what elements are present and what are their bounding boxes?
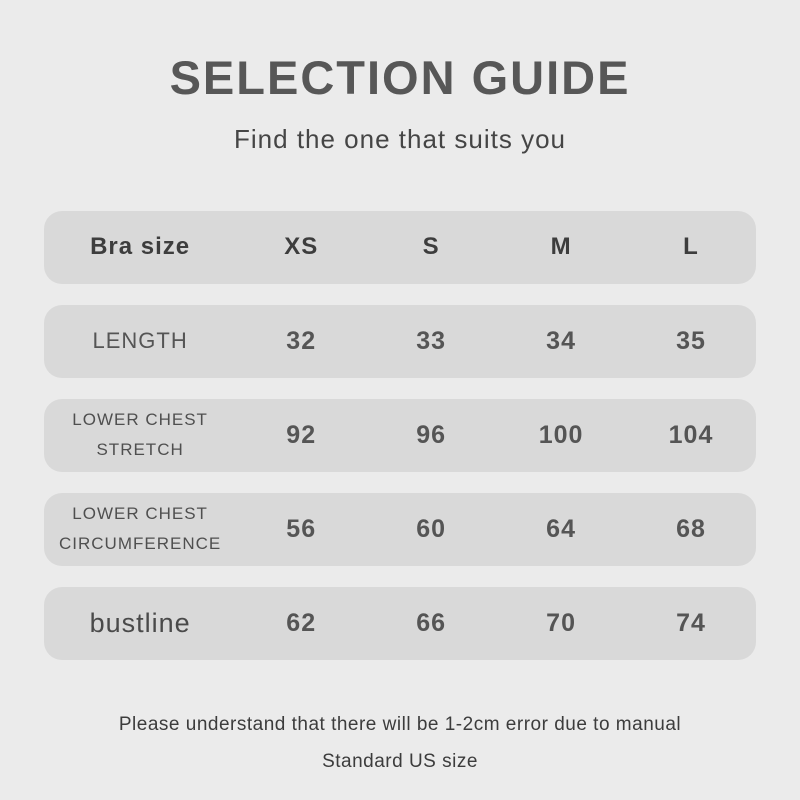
table-row-length: LENGTH 32 33 34 35 [44, 304, 756, 378]
table-cell: 66 [416, 608, 447, 637]
table-cell: 56 [286, 514, 317, 543]
table-cell: 96 [416, 420, 447, 449]
footer-error-note: Please understand that there will be 1-2… [118, 713, 682, 735]
table-cell: 68 [676, 514, 706, 543]
table-cell: 70 [546, 608, 576, 637]
row-label: LOWER CHEST STRETCH [72, 410, 208, 460]
page-subtitle: Find the one that suits you [234, 123, 566, 154]
table-cell: 74 [676, 608, 706, 637]
row-label: bustline [89, 607, 191, 638]
table-cell: 35 [676, 326, 706, 355]
table-cell: 104 [668, 420, 714, 449]
size-chart-table: Bra size XS S M L LENGTH 32 33 34 35 LOW… [44, 210, 756, 660]
page-title: SELECTION GUIDE [169, 51, 631, 104]
row-label: LENGTH [92, 328, 188, 354]
header-cell-s: S [422, 233, 440, 261]
header-cell-m: M [550, 233, 572, 261]
table-cell: 64 [546, 514, 576, 543]
row-label: LOWER CHEST CIRCUMFERENCE [59, 504, 222, 554]
table-row-lower-chest-stretch: LOWER CHEST STRETCH 92 96 100 104 [44, 398, 756, 472]
footer-standard-note: Standard US size [322, 750, 478, 772]
table-cell: 92 [286, 420, 317, 449]
table-cell: 62 [286, 608, 317, 637]
header-cell-bra-size: Bra size [90, 233, 191, 261]
table-row-lower-chest-circumference: LOWER CHEST CIRCUMFERENCE 56 60 64 68 [44, 492, 756, 566]
header-cell-l: L [683, 233, 699, 261]
header-cell-xs: XS [284, 233, 319, 261]
table-cell: 33 [416, 326, 447, 355]
table-cell: 60 [416, 514, 447, 543]
table-row-bustline: bustline 62 66 70 74 [44, 586, 756, 660]
table-cell: 34 [546, 326, 576, 355]
table-header-row: Bra size XS S M L [44, 210, 756, 284]
table-cell: 32 [286, 326, 317, 355]
table-cell: 100 [538, 420, 584, 449]
footer-note: Please understand that there will be 1-2… [0, 714, 800, 773]
